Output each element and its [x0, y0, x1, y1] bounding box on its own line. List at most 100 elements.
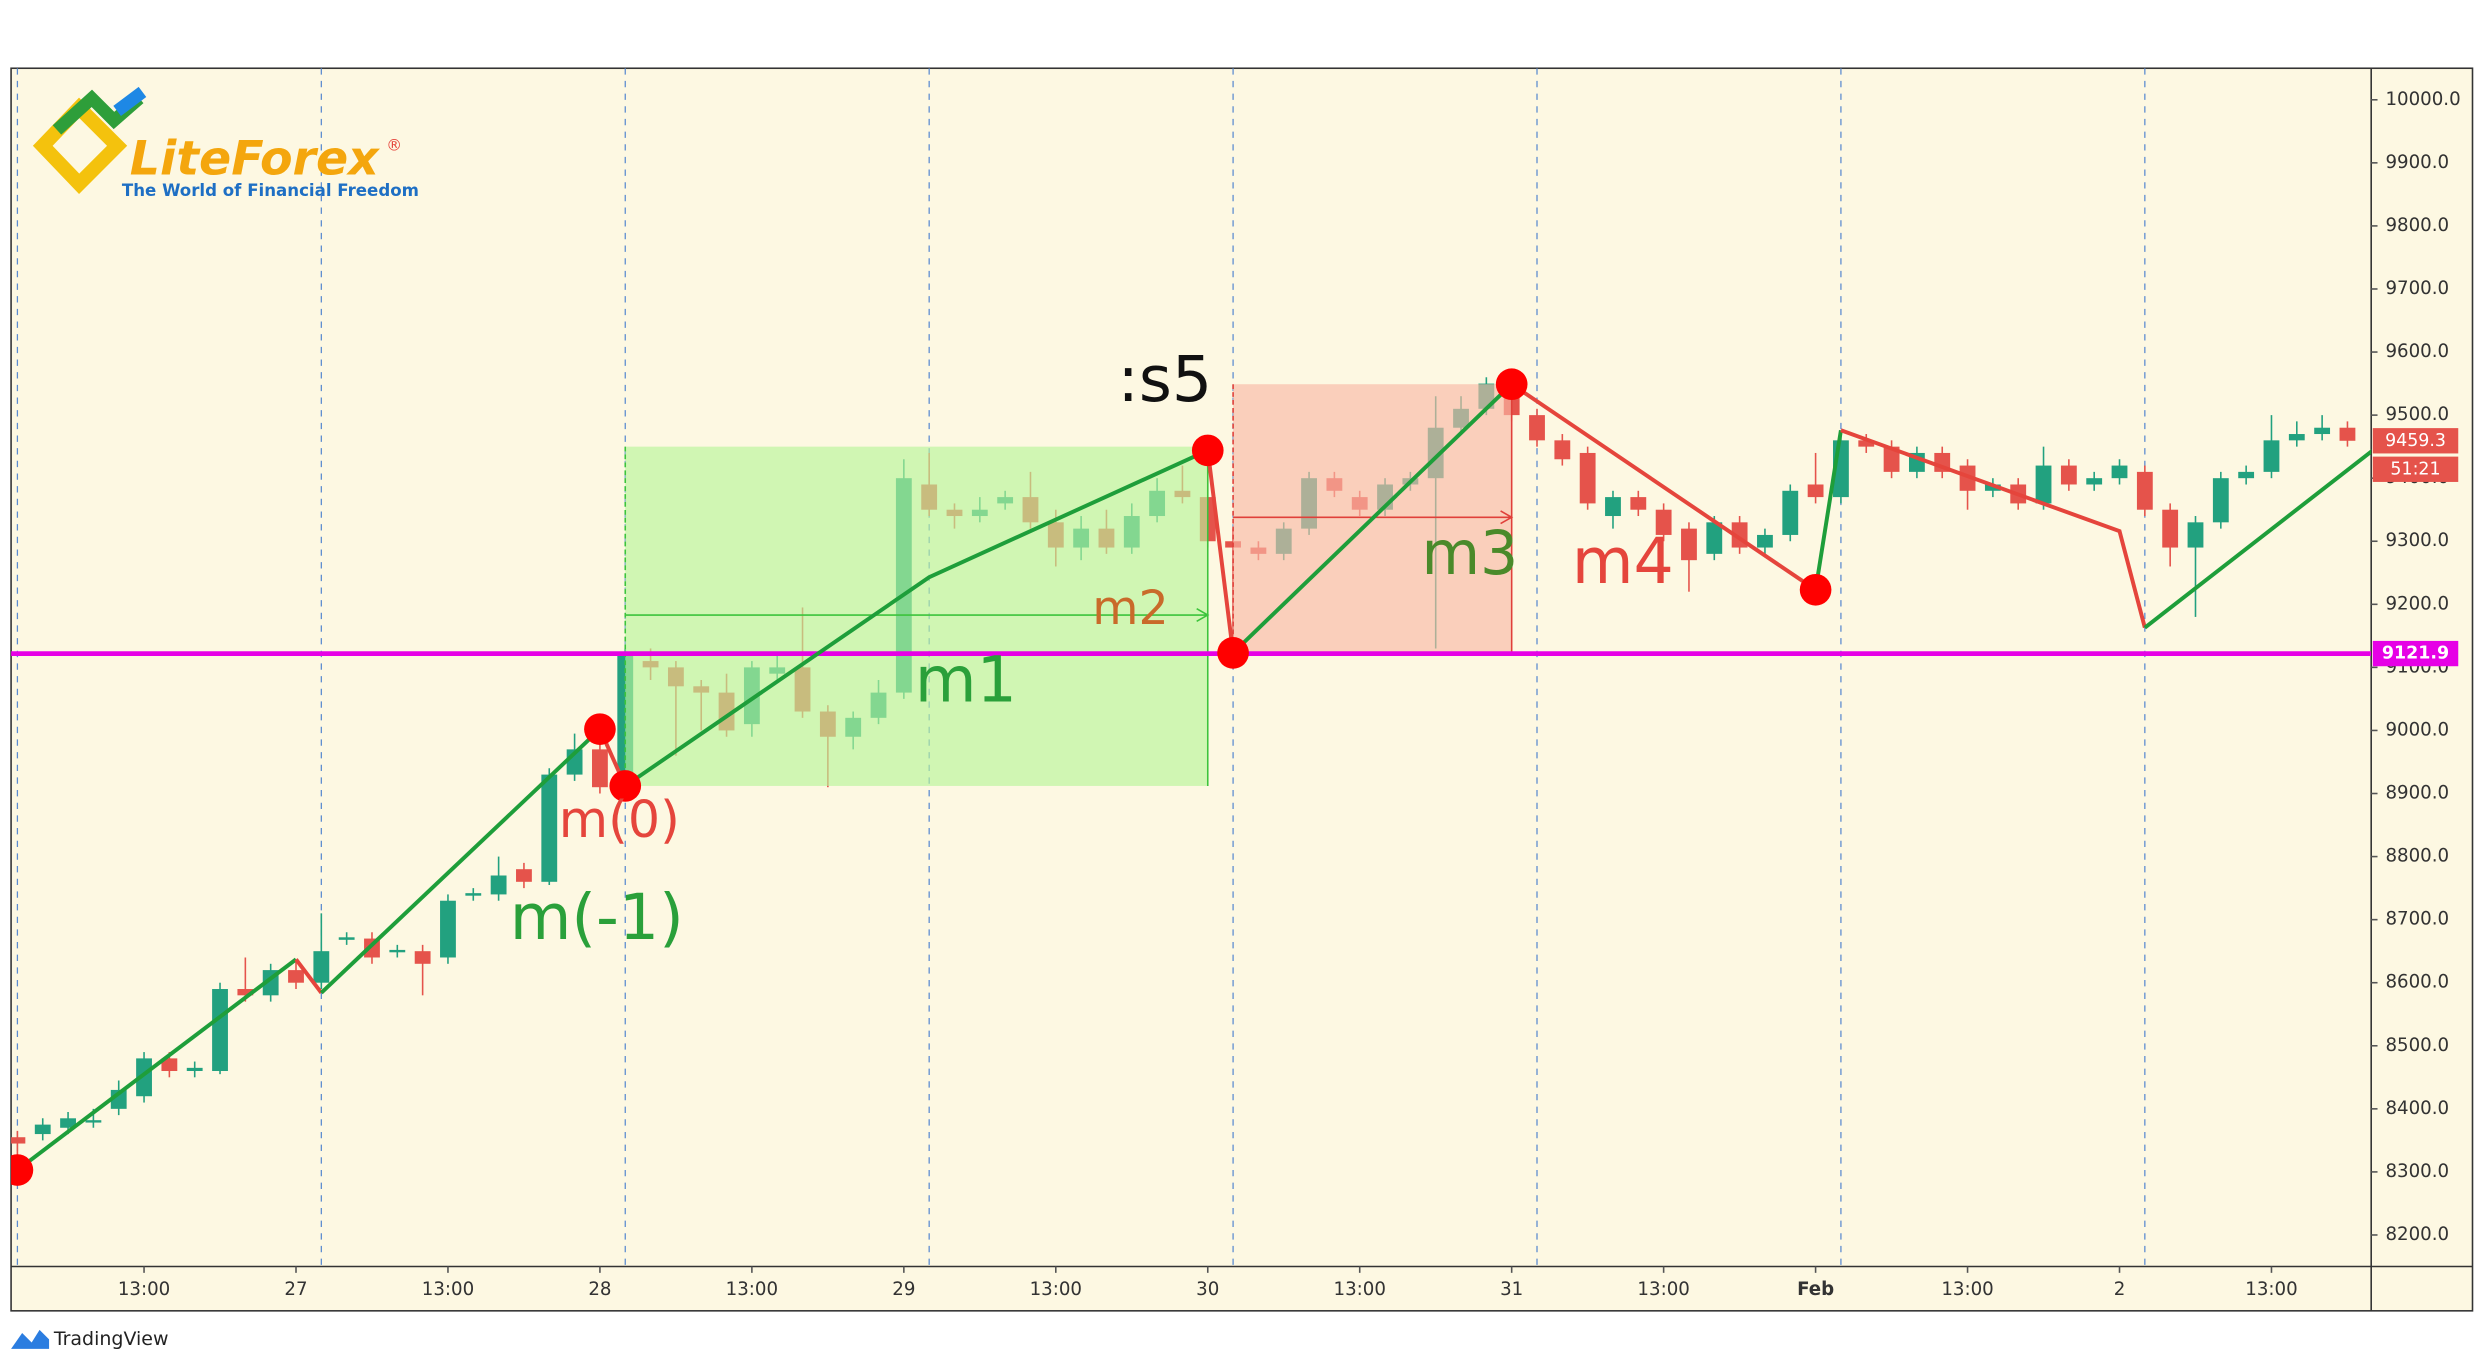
y-tick-label: 8700.0 [2385, 909, 2449, 930]
countdown-label: 51:21 [2390, 459, 2440, 479]
candle-body [1757, 534, 1773, 548]
y-tick-label: 9500.0 [2385, 404, 2449, 425]
y-tick-label: 9300.0 [2385, 530, 2449, 551]
footer-text: TradingView [53, 1328, 169, 1350]
y-tick-label: 8300.0 [2385, 1161, 2449, 1182]
candle-body [161, 1058, 178, 1072]
candle-body [2314, 427, 2331, 435]
y-tick-label: 9200.0 [2385, 593, 2449, 614]
logo-mark: ® [386, 135, 402, 154]
candle-body [2238, 471, 2255, 479]
candle-body [1605, 497, 1621, 517]
axes: 8200.0 8300.0 8400.0 8500.0 8600.0 8700.0 8800… [118, 89, 2461, 1300]
candle-body [389, 949, 406, 953]
zigzag [1840, 428, 2147, 629]
pivot-point [584, 713, 616, 746]
candle-body [592, 749, 608, 788]
countdown-tag [2372, 456, 2459, 482]
y-tick-label: 8500.0 [2385, 1035, 2449, 1056]
candle-body [541, 774, 558, 882]
zigzag [294, 958, 323, 994]
y-tick-label: 8200.0 [2385, 1224, 2449, 1245]
pivot-point [1495, 368, 1528, 401]
zone [625, 446, 1208, 786]
candle-body [2263, 440, 2280, 472]
x-tick-label: 13:00 [726, 1279, 778, 1300]
y-tick-label: 8900.0 [2385, 783, 2449, 804]
candle-body [2187, 522, 2204, 548]
zigzag [1510, 382, 1817, 592]
zigzag [1205, 450, 1236, 654]
y-tick-label: 9700.0 [2385, 278, 2449, 299]
x-tick-label: 13:00 [1637, 1279, 1689, 1300]
last-price-label: 9459.3 [2385, 431, 2446, 451]
frame [10, 67, 2474, 1312]
x-tick-label: 27 [284, 1279, 307, 1300]
x-tick-label: 31 [1500, 1279, 1523, 1300]
y-tick-label: 9800.0 [2385, 215, 2449, 236]
annotation: m2 [1092, 581, 1168, 636]
candle-body [338, 937, 355, 940]
candle-body [2288, 434, 2305, 441]
y-tick-label: 8800.0 [2385, 846, 2449, 867]
candle-body [1681, 528, 1697, 561]
x-tick-label: 13:00 [422, 1279, 474, 1300]
candle-body [2111, 465, 2128, 479]
x-tick-label: 13:00 [1941, 1279, 1993, 1300]
annotation: m4 [1572, 524, 1674, 598]
candle-body [11, 1137, 26, 1144]
annotation: m1 [915, 643, 1017, 717]
y-tick-label: 9600.0 [2385, 341, 2449, 362]
candle-body [1782, 490, 1799, 535]
pivot-point [1799, 573, 1832, 606]
candle-body [1807, 484, 1824, 498]
x-tick-label: Feb [1797, 1279, 1834, 1300]
x-tick-label: 13:00 [1334, 1279, 1386, 1300]
candle-body [2212, 478, 2229, 523]
candle-body [2035, 465, 2052, 504]
candle-body [136, 1058, 152, 1097]
candle-body [2162, 509, 2179, 548]
candle-body [1655, 509, 1672, 535]
candle-body [313, 951, 330, 983]
annotation: :s5 [1118, 342, 1213, 416]
candle-body [1706, 522, 1723, 554]
candle-body [1529, 415, 1545, 441]
x-tick-label: 13:00 [1030, 1279, 1082, 1300]
candle-body [1630, 497, 1647, 510]
candle-body [60, 1118, 76, 1128]
annotation: m(0) [559, 790, 680, 849]
candle-body [2339, 427, 2356, 441]
candle-body [2136, 471, 2153, 510]
candle-body [186, 1067, 203, 1072]
candle-body [440, 900, 456, 958]
candle-body [516, 869, 532, 882]
footer: TradingView [11, 1328, 169, 1350]
zigzag [624, 448, 1209, 788]
hline-tag [2372, 640, 2459, 667]
candle-body [414, 951, 431, 964]
y-tick-label: 8600.0 [2385, 972, 2449, 993]
pivot-point [11, 1154, 34, 1186]
annotation: m3 [1421, 519, 1518, 589]
candle-body [288, 970, 304, 983]
candle-body [2086, 478, 2103, 485]
zigzag [16, 957, 298, 1172]
candle-body [1554, 440, 1571, 460]
logo-name: LiteForex [130, 132, 380, 187]
candle-body [465, 893, 482, 896]
hline-label: 9121.9 [2382, 644, 2449, 664]
x-tick-label: 2 [2114, 1279, 2126, 1300]
y-tick-label: 8400.0 [2385, 1098, 2449, 1119]
pivot-point [1191, 434, 1224, 467]
pivot-point [1217, 637, 1249, 669]
x-tick-label: 30 [1196, 1279, 1219, 1300]
y-tick-label: 10000.0 [2385, 89, 2460, 110]
candle-body [1883, 446, 1900, 472]
zigzag [319, 727, 602, 995]
candle-body [237, 989, 254, 996]
logo-tagline: The World of Financial Freedom [122, 181, 419, 200]
candle-body [490, 875, 507, 895]
y-tick-label: 9000.0 [2385, 719, 2449, 740]
